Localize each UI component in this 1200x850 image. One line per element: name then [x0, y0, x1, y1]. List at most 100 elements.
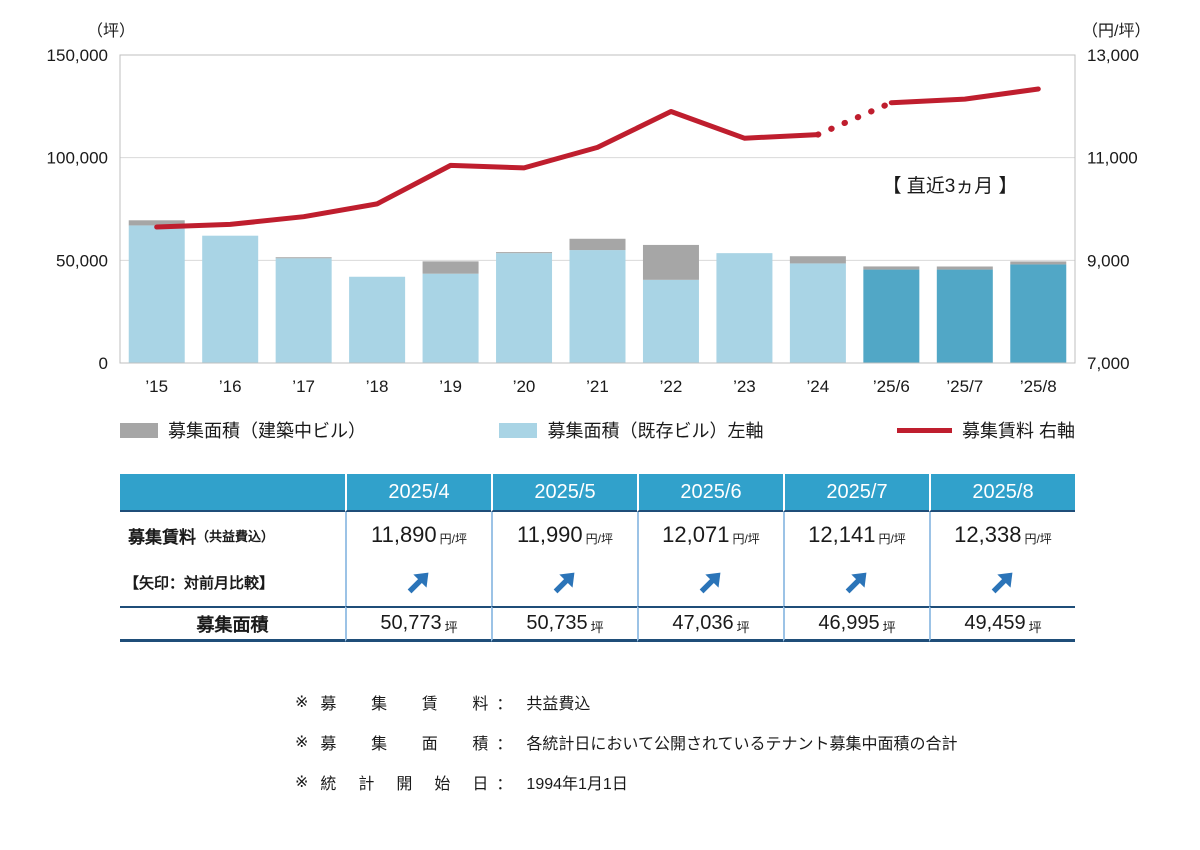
note-label: 募集面積 [320, 736, 489, 753]
bar-existing [202, 235, 259, 363]
rent-number: 11,890 [371, 522, 437, 547]
bar-existing [422, 273, 479, 363]
legend-label-construction: 募集面積（建築中ビル） [168, 421, 366, 441]
area-unit: 坪 [444, 620, 458, 635]
bar-existing [936, 269, 993, 363]
note-text: 1994年1月1日 [526, 776, 628, 793]
x-axis-label: ’25/7 [946, 377, 983, 396]
rent-unit: 円/坪 [439, 531, 467, 546]
arrow-cell [929, 558, 1075, 606]
summary-table: 2025/4 2025/5 2025/6 2025/7 2025/8 募集賃料（… [120, 474, 1075, 642]
bar-existing [349, 276, 406, 363]
bar-existing [128, 225, 185, 363]
arrow-cell [491, 558, 637, 606]
footnote-area: ※ 募集面積 ： 各統計日において公開されているテナント募集中面積の合計 [295, 722, 1200, 762]
plot-border [119, 54, 1076, 364]
arrow-row-label: 【矢印：対前月比較】 [124, 574, 275, 592]
bar-construction [422, 261, 479, 274]
recent-3-months-annotation: 【 直近3ヵ月 】 [882, 175, 1017, 197]
legend-swatch-existing-icon [499, 422, 538, 438]
note-colon: ： [496, 776, 513, 793]
rent-value: 11,890 円/坪 [345, 512, 491, 558]
area-number: 46,995 [818, 612, 880, 634]
bar-construction [863, 266, 920, 270]
footnote-start-date: ※ 統計開始日 ： 1994年1月1日 [295, 762, 1200, 802]
chart-area: 150,000 100,000 50,000 0 13,000 11,000 9,000 7,… [0, 0, 1200, 410]
right-axis-tick: 11,000 [1087, 149, 1138, 168]
up-arrow-icon [845, 572, 867, 594]
table-header-2025-5: 2025/5 [491, 474, 637, 512]
x-axis-label: ’15 [145, 377, 168, 396]
bar-existing [496, 253, 553, 363]
table-header-2025-8: 2025/8 [929, 474, 1075, 512]
area-row-label: 募集面積 [120, 606, 345, 642]
right-axis-tick: 13,000 [1087, 46, 1139, 65]
bar-construction [1010, 261, 1067, 265]
x-axis-label: ’21 [586, 377, 609, 396]
area-value: 46,995 坪 [783, 606, 929, 642]
area-number: 50,735 [526, 612, 588, 634]
rent-value: 12,141 円/坪 [783, 512, 929, 558]
x-axis-label: ’25/6 [873, 377, 910, 396]
footnotes: ※ 募集賃料 ： 共益費込 ※ 募集面積 ： 各統計日において公開されているテナ… [295, 682, 1200, 802]
rent-value: 12,338 円/坪 [929, 512, 1075, 558]
note-text: 各統計日において公開されているテナント募集中面積の合計 [526, 736, 958, 753]
rent-unit: 円/坪 [878, 531, 906, 546]
x-axis-label: ’22 [660, 377, 683, 396]
area-unit: 坪 [736, 620, 750, 635]
bar-existing [863, 269, 920, 363]
left-axis-unit: （坪） [87, 22, 135, 40]
right-axis-tick: 9,000 [1087, 251, 1130, 270]
rent-label-small: （共益費込） [196, 528, 275, 544]
area-value: 49,459 坪 [929, 606, 1075, 642]
area-number: 47,036 [672, 612, 734, 634]
rent-number: 12,338 [954, 522, 1022, 547]
bar-existing [642, 279, 699, 363]
bar-construction [936, 266, 993, 270]
rent-line [154, 109, 821, 230]
combo-chart: 150,000 100,000 50,000 0 13,000 11,000 9,000 7,… [47, 22, 1151, 396]
area-value: 50,735 坪 [491, 606, 637, 642]
legend-item-existing: 募集面積（既存ビル）左軸 [499, 417, 763, 443]
up-arrow-icon [553, 572, 575, 594]
rent-unit: 円/坪 [1024, 531, 1052, 546]
right-axis-tick: 7,000 [1087, 354, 1130, 373]
table-header-blank [120, 474, 345, 512]
x-axis-label: ’23 [733, 377, 756, 396]
footnote-rent: ※ 募集賃料 ： 共益費込 [295, 682, 1200, 722]
legend-item-construction: 募集面積（建築中ビル） [120, 417, 366, 443]
area-number: 50,773 [380, 612, 442, 634]
rent-number: 12,071 [662, 522, 730, 547]
bar-existing [716, 253, 773, 363]
rent-number: 12,141 [808, 522, 876, 547]
bar-existing [1010, 264, 1067, 363]
legend-label-rent: 募集賃料 右軸 [961, 421, 1075, 441]
table-header-2025-6: 2025/6 [637, 474, 783, 512]
left-axis-tick: 100,000 [47, 149, 108, 168]
left-axis-tick: 0 [99, 354, 108, 373]
up-arrow-icon [407, 572, 429, 594]
x-axis-label: ’19 [439, 377, 462, 396]
rent-row-label: 募集賃料 （共益費込） [120, 512, 345, 558]
bar-construction [496, 252, 553, 254]
legend-label-existing: 募集面積（既存ビル）左軸 [547, 421, 764, 441]
rent-line [888, 86, 1041, 106]
note-marker: ※ [295, 734, 309, 751]
legend-swatch-rent-line-icon [896, 427, 952, 433]
legend-item-rent: 募集賃料 右軸 [896, 417, 1075, 443]
table-header-2025-7: 2025/7 [783, 474, 929, 512]
chart-legend: 募集面積（建築中ビル） 募集面積（既存ビル）左軸 募集賃料 右軸 [120, 412, 1075, 448]
bar-construction [128, 220, 185, 226]
right-axis-unit: （円/坪） [1082, 22, 1150, 40]
x-axis-label: ’24 [807, 377, 830, 396]
note-label: 統計開始日 [320, 776, 489, 793]
left-axis-tick: 150,000 [47, 46, 108, 65]
legend-swatch-construction-icon [120, 422, 158, 438]
rent-unit: 円/坪 [585, 531, 613, 546]
area-unit: 坪 [590, 620, 604, 635]
up-arrow-icon [991, 572, 1013, 594]
area-value: 47,036 坪 [637, 606, 783, 642]
bar-existing [569, 250, 626, 363]
rent-label: 募集賃料 [128, 527, 196, 547]
rent-unit: 円/坪 [732, 531, 760, 546]
